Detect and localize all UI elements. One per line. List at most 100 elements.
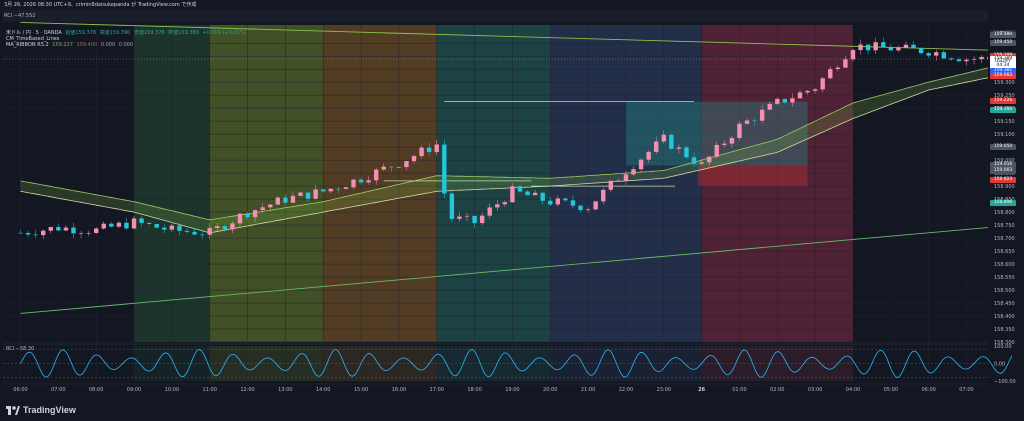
candle-body [661, 134, 666, 142]
candle-body [585, 209, 591, 211]
time-axis-label: 16:00 [392, 387, 406, 393]
candle-body [101, 223, 106, 229]
candle-body [843, 59, 848, 68]
time-axis-label: 06:00 [13, 387, 27, 393]
price-tag: 159.226 [990, 98, 1016, 105]
trendline [20, 224, 1016, 314]
candle-body [139, 218, 144, 223]
chart-canvas[interactable]: 159.450159.400159.350159.300159.250159.2… [0, 0, 1024, 400]
candle-body [888, 47, 894, 51]
zone-box [697, 165, 808, 187]
price-axis-label: 159.150 [994, 119, 1015, 125]
candle-body [86, 232, 91, 234]
candle-body [820, 78, 825, 90]
time-axis-label: 20:00 [543, 387, 557, 393]
indicator-cm-timebased[interactable]: CM_TimeBased_Lines [6, 36, 249, 42]
rci-header-label: RCI −47.552 [4, 13, 36, 19]
candle-body [358, 179, 364, 183]
candle-body [752, 120, 757, 122]
price-axis-label: 158.700 [994, 236, 1015, 242]
candle-body [25, 232, 31, 235]
candle-body [245, 213, 250, 218]
candle-body [979, 56, 984, 60]
candle-body [729, 138, 735, 144]
candle-body [828, 69, 833, 79]
price-tag: 159.480 [990, 32, 1016, 39]
candle-body [616, 180, 621, 182]
time-axis-label: 19:00 [505, 387, 519, 393]
candle-body [896, 47, 901, 51]
candle-body [865, 44, 871, 51]
price-tag: 159.381 [990, 67, 1016, 74]
candle-body [18, 232, 23, 234]
ohlc-low: 安値159.378 [133, 30, 165, 36]
candle-body [442, 144, 447, 194]
candle-body [646, 151, 651, 160]
candle-body [941, 52, 946, 59]
candle-body [373, 169, 379, 181]
candle-body [41, 230, 46, 236]
rci-axis-label: 100.00 [994, 344, 1012, 350]
candle-body [669, 134, 674, 149]
candle-body [699, 162, 704, 164]
candle-body [464, 215, 470, 217]
candle-body [328, 188, 333, 192]
candle-body [964, 59, 969, 62]
symbol-name: 米ドル / 円 · 5 · OANDA [6, 30, 62, 36]
time-axis-label: 15:00 [354, 387, 368, 393]
tradingview-logo[interactable]: TradingView [6, 404, 76, 416]
legend: 米ドル / 円 · 5 · OANDA 始値159.378 高値159.390 … [6, 30, 249, 48]
candle-body [230, 223, 235, 230]
indicator-value: 159.400 [76, 42, 98, 48]
candle-body [275, 197, 281, 205]
indicator-value: 0.000 [100, 42, 116, 48]
candle-body [199, 234, 205, 236]
footer [0, 400, 1024, 421]
price-axis-label: 158.800 [994, 210, 1015, 216]
price-tag: 159.389 [990, 56, 1016, 62]
candle-body [343, 187, 349, 189]
time-axis-label: 05:00 [884, 387, 898, 393]
price-tag: 04:34 [990, 63, 1016, 70]
candle-body [540, 192, 545, 201]
time-axis-label: 01:00 [732, 387, 746, 393]
price-axis-label: 158.300 [994, 340, 1015, 346]
candle-body [321, 189, 326, 192]
price-tag: 159.050 [990, 144, 1016, 151]
candle-body [449, 193, 455, 219]
ohlc-close: 終値159.389 [168, 30, 199, 36]
time-axis-label: 12:00 [240, 387, 254, 393]
indicator-ma-ribbon[interactable]: MA_RIBBON R5.2 159.227 159.400 0.000 0.0… [6, 42, 249, 48]
candle-body [162, 227, 167, 230]
indicator-value: 0.000 [118, 42, 134, 48]
candle-body [744, 120, 750, 124]
symbol-line[interactable]: 米ドル / 円 · 5 · OANDA 始値159.378 高値159.390 … [6, 30, 249, 36]
candle-body [570, 200, 576, 206]
candle-body [578, 205, 583, 211]
price-tag: 159.003 [990, 167, 1016, 174]
candle-body [631, 169, 636, 175]
candle-body [290, 195, 296, 203]
candle-body [109, 223, 114, 227]
candle-body [381, 166, 386, 170]
rci-axis-label: −100.00 [994, 379, 1016, 385]
price-tag: 159.194 [990, 106, 1016, 113]
price-axis-label: 159.300 [994, 80, 1015, 86]
candle-body [222, 226, 228, 230]
candle-body [638, 159, 644, 170]
price-tag: 158.923 [990, 177, 1016, 184]
candles [18, 37, 1015, 240]
candle-body [434, 144, 439, 153]
time-axis-label: 18:00 [467, 387, 481, 393]
price-axis-label: 159.100 [994, 132, 1015, 138]
candle-body [517, 186, 523, 192]
candle-body [419, 147, 424, 157]
candle-body [396, 167, 402, 168]
candle-body [260, 207, 265, 211]
candle-body [404, 161, 409, 168]
candle-body [313, 189, 318, 199]
price-tag: 158.896 [990, 199, 1016, 206]
time-axis-label: 06:00 [921, 387, 935, 393]
candle-body [146, 222, 152, 225]
candle-body [71, 227, 76, 234]
